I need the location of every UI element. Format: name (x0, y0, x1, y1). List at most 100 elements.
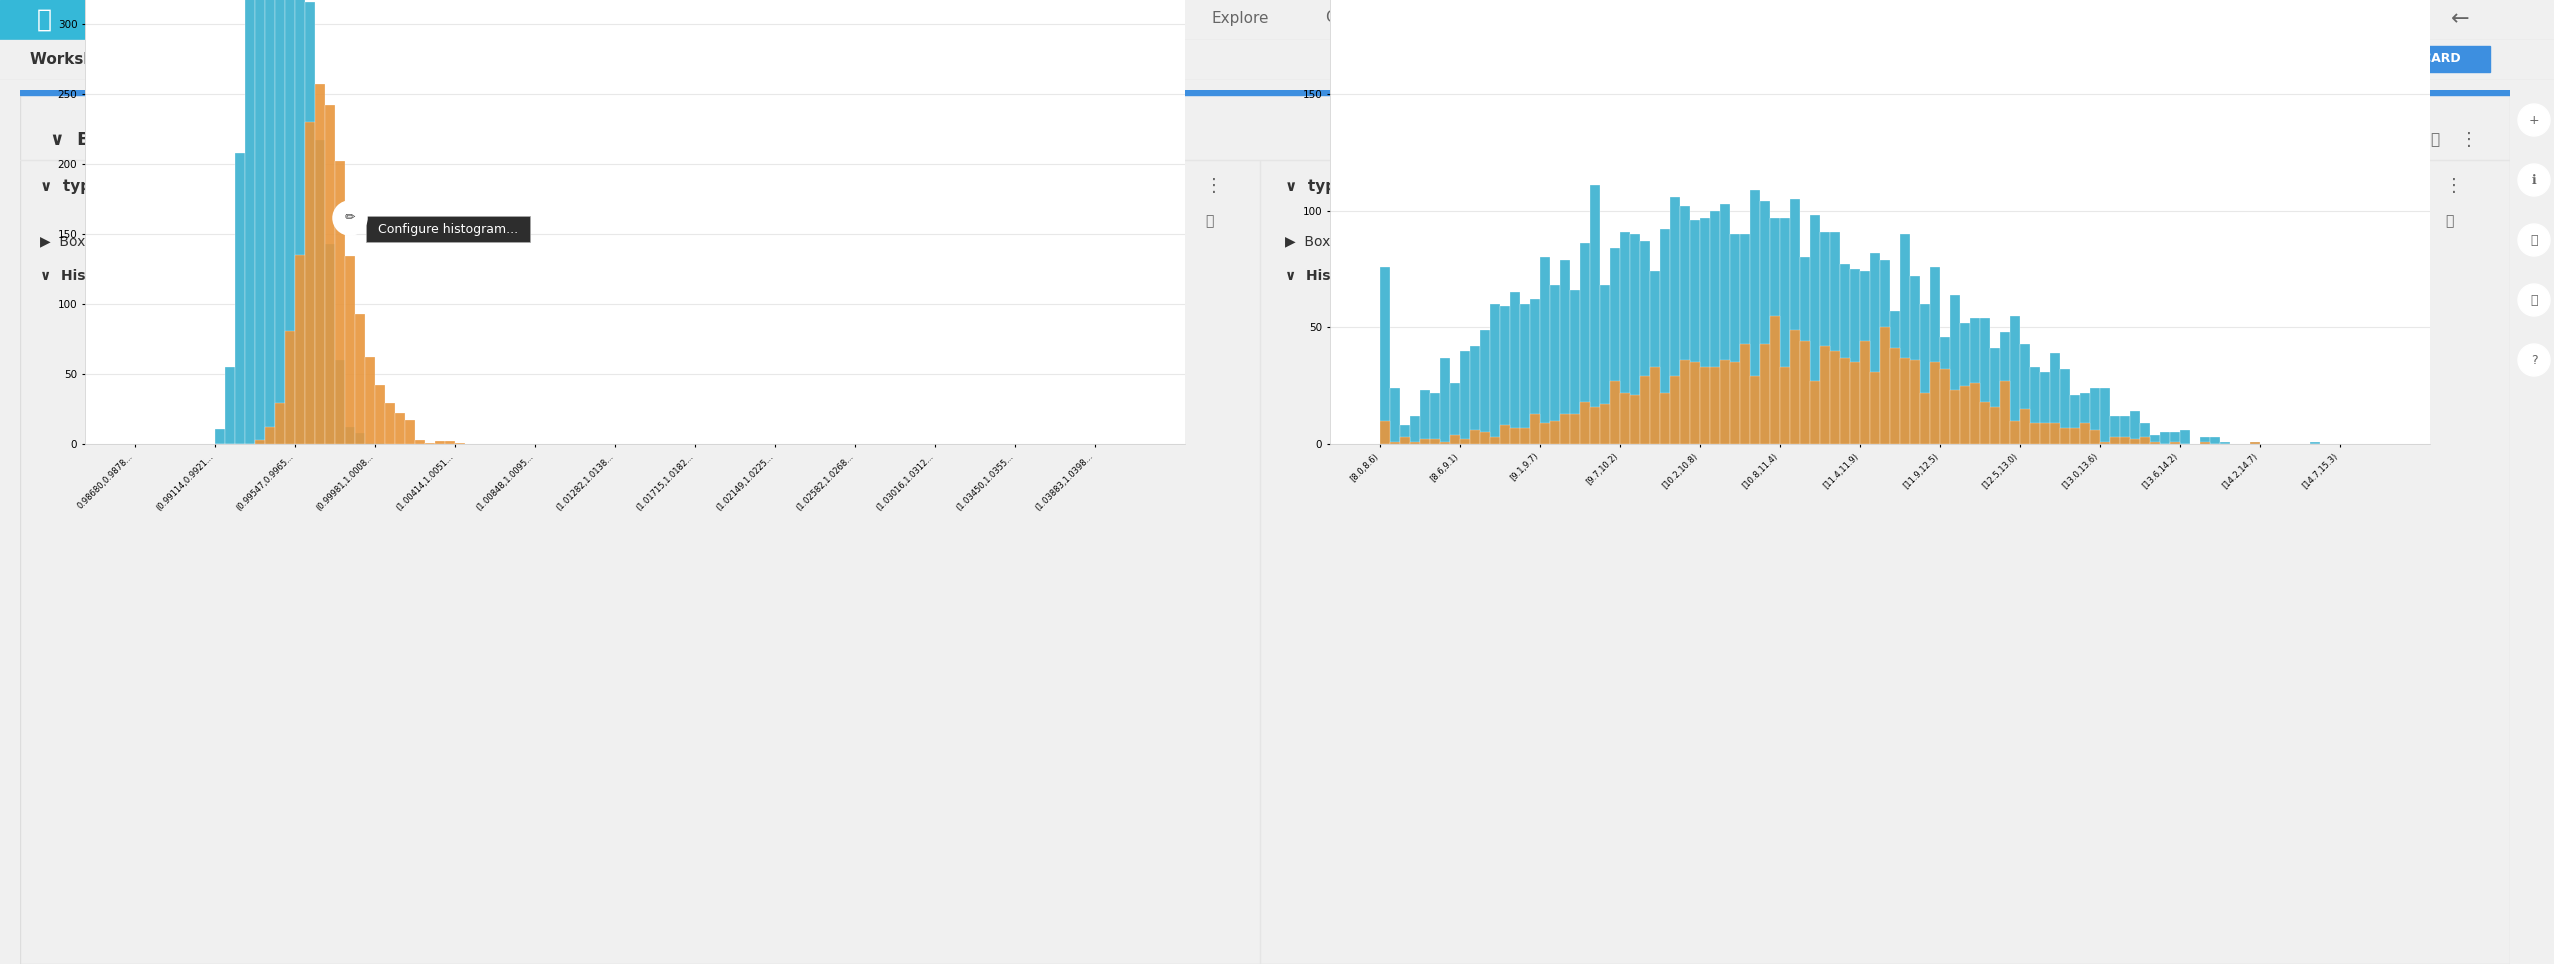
Text: ▶  Box Plot: ▶ Box Plot (41, 234, 115, 248)
Text: ▾: ▾ (810, 53, 817, 67)
Bar (1451, 384, 1461, 444)
Bar (345, 427, 355, 444)
Bar (2161, 432, 2171, 444)
Text: ⚙ ▾: ⚙ ▾ (886, 52, 912, 67)
Text: ✏: ✏ (345, 211, 355, 225)
Bar (2250, 442, 2260, 444)
Bar (1870, 253, 1880, 444)
Bar (455, 442, 465, 444)
Bar (1650, 367, 1660, 444)
Bar (1520, 428, 1530, 444)
Bar (1931, 267, 1941, 444)
Bar (296, 255, 304, 444)
Bar (2171, 432, 2181, 444)
Bar (1629, 395, 1640, 444)
Bar (1499, 307, 1509, 444)
Bar (276, 0, 286, 444)
Bar (1489, 304, 1499, 444)
Bar (266, 0, 276, 444)
Bar (1650, 271, 1660, 444)
Bar (1900, 358, 1910, 444)
Bar (2051, 353, 2061, 444)
Bar (1560, 414, 1571, 444)
Bar (1870, 372, 1880, 444)
Bar (1990, 348, 2000, 444)
Bar (1979, 402, 1990, 444)
Bar (1461, 440, 1471, 444)
Bar (1739, 234, 1749, 444)
Bar (1430, 440, 1440, 444)
Text: 🗂: 🗂 (36, 8, 51, 32)
Bar (2069, 428, 2079, 444)
Text: ✏: ✏ (2401, 132, 2414, 147)
Bar (255, 0, 266, 444)
Bar (296, 0, 304, 444)
Text: ∨  Histogram: ∨ Histogram (1285, 269, 1387, 283)
Bar (1941, 369, 1951, 444)
Bar (1801, 341, 1811, 444)
Bar (1670, 376, 1681, 444)
Text: Explore: Explore (1211, 11, 1269, 25)
Circle shape (2518, 284, 2549, 316)
Bar (1959, 386, 1969, 444)
Bar (2099, 388, 2110, 444)
Bar (1479, 432, 1489, 444)
Bar (1979, 318, 1990, 444)
Bar (365, 442, 375, 444)
Bar (1880, 328, 1890, 444)
Text: ?: ? (2531, 354, 2536, 366)
Bar (2020, 409, 2030, 444)
Text: # alcohol: # alcohol (1440, 178, 1520, 194)
Bar (1629, 234, 1640, 444)
Bar (1821, 231, 1831, 444)
Bar (2010, 315, 2020, 444)
Bar (2309, 442, 2319, 444)
Text: Charts: Charts (1326, 11, 1374, 25)
Bar (266, 427, 276, 444)
Bar (2120, 437, 2130, 444)
Bar (1711, 211, 1719, 444)
Bar (1379, 420, 1389, 444)
Bar (1550, 420, 1560, 444)
Bar (314, 84, 324, 444)
Bar (1801, 257, 1811, 444)
Bar (1400, 437, 1410, 444)
Bar (375, 386, 386, 444)
Bar (1640, 241, 1650, 444)
Bar (2051, 423, 2061, 444)
Bar (1599, 404, 1609, 444)
Bar (324, 244, 335, 444)
Bar (276, 403, 286, 444)
Bar (1499, 425, 1509, 444)
Text: Status: Status (1535, 11, 1583, 25)
Bar (365, 358, 375, 444)
Bar (1760, 344, 1770, 444)
Bar (1489, 437, 1499, 444)
Bar (304, 122, 314, 444)
Bar (1681, 360, 1691, 444)
Bar (1609, 248, 1619, 444)
Text: 🔍: 🔍 (2531, 233, 2539, 247)
Bar (2110, 416, 2120, 444)
Bar (1790, 199, 1801, 444)
Bar (1619, 231, 1629, 444)
Bar (1471, 430, 1479, 444)
Bar (335, 161, 345, 444)
Text: 95%: 95% (769, 52, 807, 67)
Bar (2181, 430, 2189, 444)
Text: ∨  type: ∨ type (1285, 178, 1346, 194)
Bar (2199, 442, 2209, 444)
Text: ∨  type: ∨ type (41, 178, 102, 194)
Bar (2110, 437, 2120, 444)
Bar (1931, 362, 1941, 444)
Bar (1749, 190, 1760, 444)
Text: ▶  Box Plot: ▶ Box Plot (1285, 234, 1361, 248)
Circle shape (2518, 164, 2549, 196)
Bar (1770, 315, 1780, 444)
Text: + NEW CARD: + NEW CARD (2370, 52, 2460, 66)
Bar (1400, 425, 1410, 444)
Bar (1540, 257, 1550, 444)
Bar (20, 90, 2511, 95)
Text: Configure histogram...: Configure histogram... (378, 223, 518, 235)
Bar (1811, 381, 1821, 444)
